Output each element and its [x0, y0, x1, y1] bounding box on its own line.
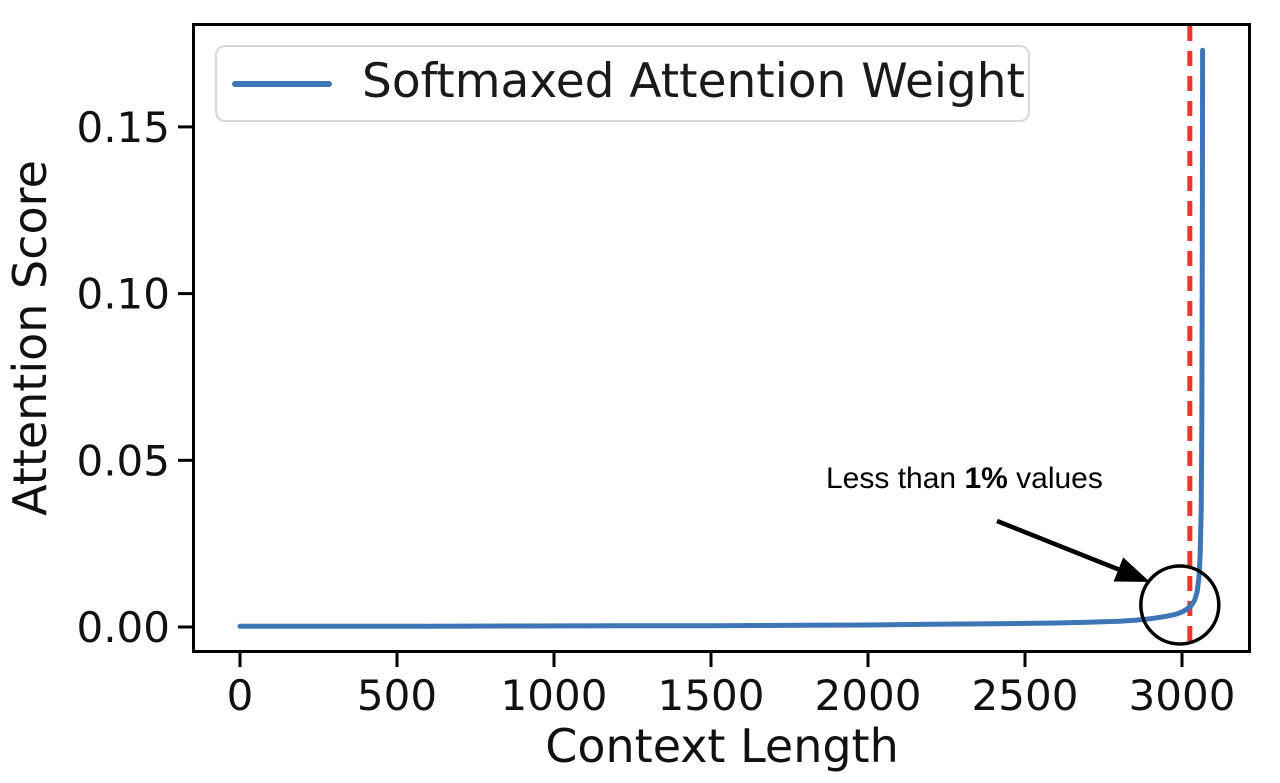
legend-label: Softmaxed Attention Weight	[362, 54, 1025, 109]
y-tick-label: 0.00	[76, 603, 170, 652]
x-axis-label: Context Length	[545, 719, 899, 773]
x-tick-label: 3000	[1129, 671, 1236, 720]
y-tick-label: 0.15	[76, 103, 170, 152]
annotation-text: Less than 1% values	[826, 462, 1103, 495]
callout-arrow-shaft	[996, 518, 1120, 572]
x-tick-label: 1500	[658, 671, 765, 720]
callout-circle	[1139, 564, 1221, 646]
x-tick-label: 2500	[972, 671, 1079, 720]
legend: Softmaxed Attention Weight	[215, 45, 1030, 122]
x-tick-label: 0	[227, 671, 254, 720]
x-tick-label: 500	[357, 671, 437, 720]
annotation-prefix: Less than	[826, 462, 965, 495]
y-axis-label: Attention Score	[3, 160, 57, 516]
annotation-bold-value: 1%	[964, 462, 1008, 495]
y-tick-label: 0.10	[76, 270, 170, 319]
plot-border	[192, 23, 1251, 653]
legend-line-swatch	[232, 80, 332, 87]
attention-line	[237, 47, 1206, 629]
y-tick-label: 0.05	[76, 436, 170, 485]
callout-arrow-head	[1113, 557, 1150, 582]
annotation-suffix: values	[1007, 462, 1103, 495]
x-tick-label: 1000	[501, 671, 608, 720]
x-tick-label: 2000	[815, 671, 922, 720]
